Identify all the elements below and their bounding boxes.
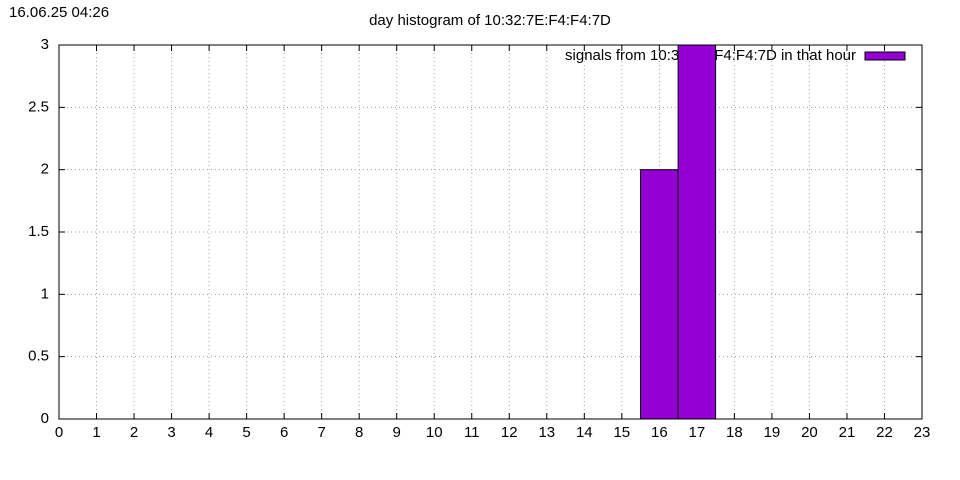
x-tick-label: 6 — [280, 424, 288, 441]
x-tick-label: 15 — [613, 424, 630, 441]
x-tick-label: 17 — [689, 424, 706, 441]
y-tick-label: 3 — [41, 36, 49, 53]
x-tick-label: 3 — [167, 424, 175, 441]
x-tick-label: 5 — [242, 424, 250, 441]
x-tick-label: 12 — [501, 424, 518, 441]
x-tick-label: 16 — [651, 424, 668, 441]
chart-title: day histogram of 10:32:7E:F4:F4:7D — [369, 12, 611, 29]
x-tick-label: 19 — [764, 424, 781, 441]
y-tick-label: 2.5 — [28, 98, 49, 115]
x-tick-label: 2 — [130, 424, 138, 441]
x-tick-label: 22 — [876, 424, 893, 441]
x-tick-label: 9 — [393, 424, 401, 441]
x-tick-label: 10 — [426, 424, 443, 441]
y-tick-label: 1.5 — [28, 223, 49, 240]
y-tick-label: 2 — [41, 161, 49, 178]
x-tick-label: 21 — [839, 424, 856, 441]
y-tick-label: 0 — [41, 410, 49, 427]
x-tick-label: 23 — [914, 424, 931, 441]
plot-frame — [58, 44, 923, 420]
x-tick-label: 13 — [538, 424, 555, 441]
legend-key — [864, 51, 906, 61]
x-tick-label: 8 — [355, 424, 363, 441]
y-tick-label: 0.5 — [28, 348, 49, 365]
x-tick-label: 14 — [576, 424, 593, 441]
x-tick-label: 4 — [205, 424, 213, 441]
x-tick-label: 1 — [92, 424, 100, 441]
timestamp: 16.06.25 04:26 — [9, 4, 109, 21]
bar — [640, 169, 679, 420]
x-tick-label: 7 — [317, 424, 325, 441]
x-tick-label: 20 — [801, 424, 818, 441]
x-tick-label: 0 — [55, 424, 63, 441]
x-tick-label: 11 — [464, 424, 480, 441]
x-tick-label: 18 — [726, 424, 743, 441]
bar — [677, 44, 717, 420]
y-tick-label: 1 — [41, 285, 49, 302]
